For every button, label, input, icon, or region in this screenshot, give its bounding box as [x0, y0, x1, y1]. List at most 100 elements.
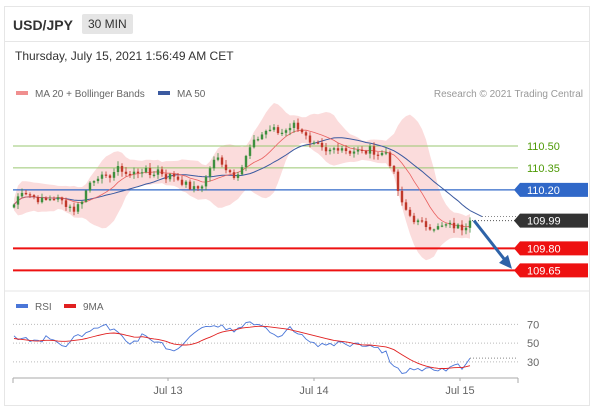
candle-body — [236, 174, 240, 178]
candle-body — [124, 171, 128, 174]
level-label-0: 110.50 — [527, 141, 560, 153]
candle-body — [44, 197, 48, 201]
candle-body — [68, 206, 72, 208]
candle-body — [88, 182, 92, 191]
candle-body — [60, 197, 64, 201]
candle-body — [424, 221, 428, 228]
candle-body — [244, 155, 248, 168]
candle-body — [172, 173, 176, 177]
candle-body — [180, 179, 184, 185]
candle-body — [204, 176, 208, 187]
rsi-tick-label-1: 50 — [527, 338, 539, 350]
candle-body — [352, 151, 356, 154]
candle-body — [268, 129, 272, 131]
candle-body — [412, 215, 416, 223]
rsi-ma-legend-label: 9MA — [83, 302, 104, 313]
candle-body — [460, 224, 464, 231]
candle-body — [388, 152, 392, 166]
candle-body — [248, 147, 252, 156]
candle-body — [100, 174, 104, 179]
ma50-line — [13, 137, 471, 211]
symbol-label: USD/JPY — [13, 17, 73, 33]
ma20-legend-swatch — [16, 91, 28, 95]
time-tick-label-0: Jul 13 — [153, 385, 182, 397]
candle-body — [328, 149, 332, 152]
candle-body — [464, 227, 468, 231]
candle-body — [104, 174, 108, 176]
candle-body — [216, 157, 220, 160]
time-axis-labels: Jul 13 Jul 14 Jul 15 — [153, 378, 475, 397]
rsi-tick-label-0: 70 — [527, 319, 539, 331]
candle-body — [452, 222, 456, 229]
level-label-4: 109.65 — [527, 265, 561, 277]
current-price-label: 109.99 — [527, 216, 561, 228]
candle-body — [224, 164, 228, 171]
candle-body — [116, 165, 120, 173]
candle-body — [308, 135, 312, 143]
candle-body — [396, 171, 400, 191]
candle-body — [80, 201, 84, 205]
level-tag-3 — [514, 241, 588, 256]
level-tag-2 — [514, 182, 588, 197]
ma50-legend-label: MA 50 — [177, 89, 206, 100]
candle-body — [300, 129, 304, 133]
candle-body — [392, 165, 396, 172]
forecast-arrow-shaft — [472, 219, 510, 265]
candle-body — [84, 190, 88, 202]
candle-body — [420, 220, 424, 222]
candle-body — [284, 130, 288, 133]
candle-body — [440, 225, 444, 227]
interval-badge[interactable]: 30 MIN — [82, 14, 133, 34]
rsi-line — [13, 321, 471, 374]
candle-body — [184, 181, 188, 185]
candle-body — [120, 165, 124, 172]
candle-body — [336, 148, 340, 151]
candle-body — [444, 224, 448, 226]
candle-body — [320, 142, 324, 148]
candle-body — [380, 152, 384, 156]
candle-body — [76, 204, 80, 212]
candle-body — [276, 127, 280, 134]
forecast-arrow-head — [499, 254, 512, 269]
candle-body — [40, 197, 44, 203]
candle-body — [348, 151, 352, 154]
level-label-1: 110.35 — [527, 163, 560, 175]
candle-body — [356, 149, 360, 152]
candle-body — [240, 167, 244, 175]
candle-body — [28, 194, 32, 196]
candle-body — [12, 204, 16, 208]
candle-body — [132, 171, 136, 175]
candle-body — [188, 181, 192, 190]
candle-body — [376, 154, 380, 156]
candle-body — [24, 192, 28, 195]
candle-body — [92, 181, 96, 183]
candle-body — [408, 209, 412, 216]
candle-body — [156, 169, 160, 175]
candle-body — [292, 122, 296, 128]
candle-body — [36, 196, 40, 203]
candle-body — [160, 169, 164, 175]
rsi-tick-label-2: 30 — [527, 357, 539, 369]
candle-body — [176, 176, 180, 180]
candle-body — [260, 134, 264, 140]
candle-body — [96, 178, 100, 182]
candle-body — [324, 147, 328, 152]
candle-body — [56, 197, 60, 200]
candle-body — [64, 200, 68, 207]
candle-body — [428, 227, 432, 230]
rsi-ma-legend-swatch — [64, 304, 76, 308]
candle-body — [432, 229, 436, 231]
candle-body — [312, 142, 316, 144]
candle-body — [220, 157, 224, 165]
current-price-tag — [514, 213, 588, 228]
ma50-extension — [469, 210, 483, 217]
candle-body — [212, 159, 216, 169]
candle-body — [280, 132, 284, 134]
candle-body — [304, 132, 308, 136]
candle-body — [344, 148, 348, 152]
rsi-plot: 70 50 30 — [13, 319, 539, 374]
candle-body — [272, 127, 276, 130]
rsi-legend-label: RSI — [35, 302, 52, 313]
candle-body — [340, 148, 344, 151]
